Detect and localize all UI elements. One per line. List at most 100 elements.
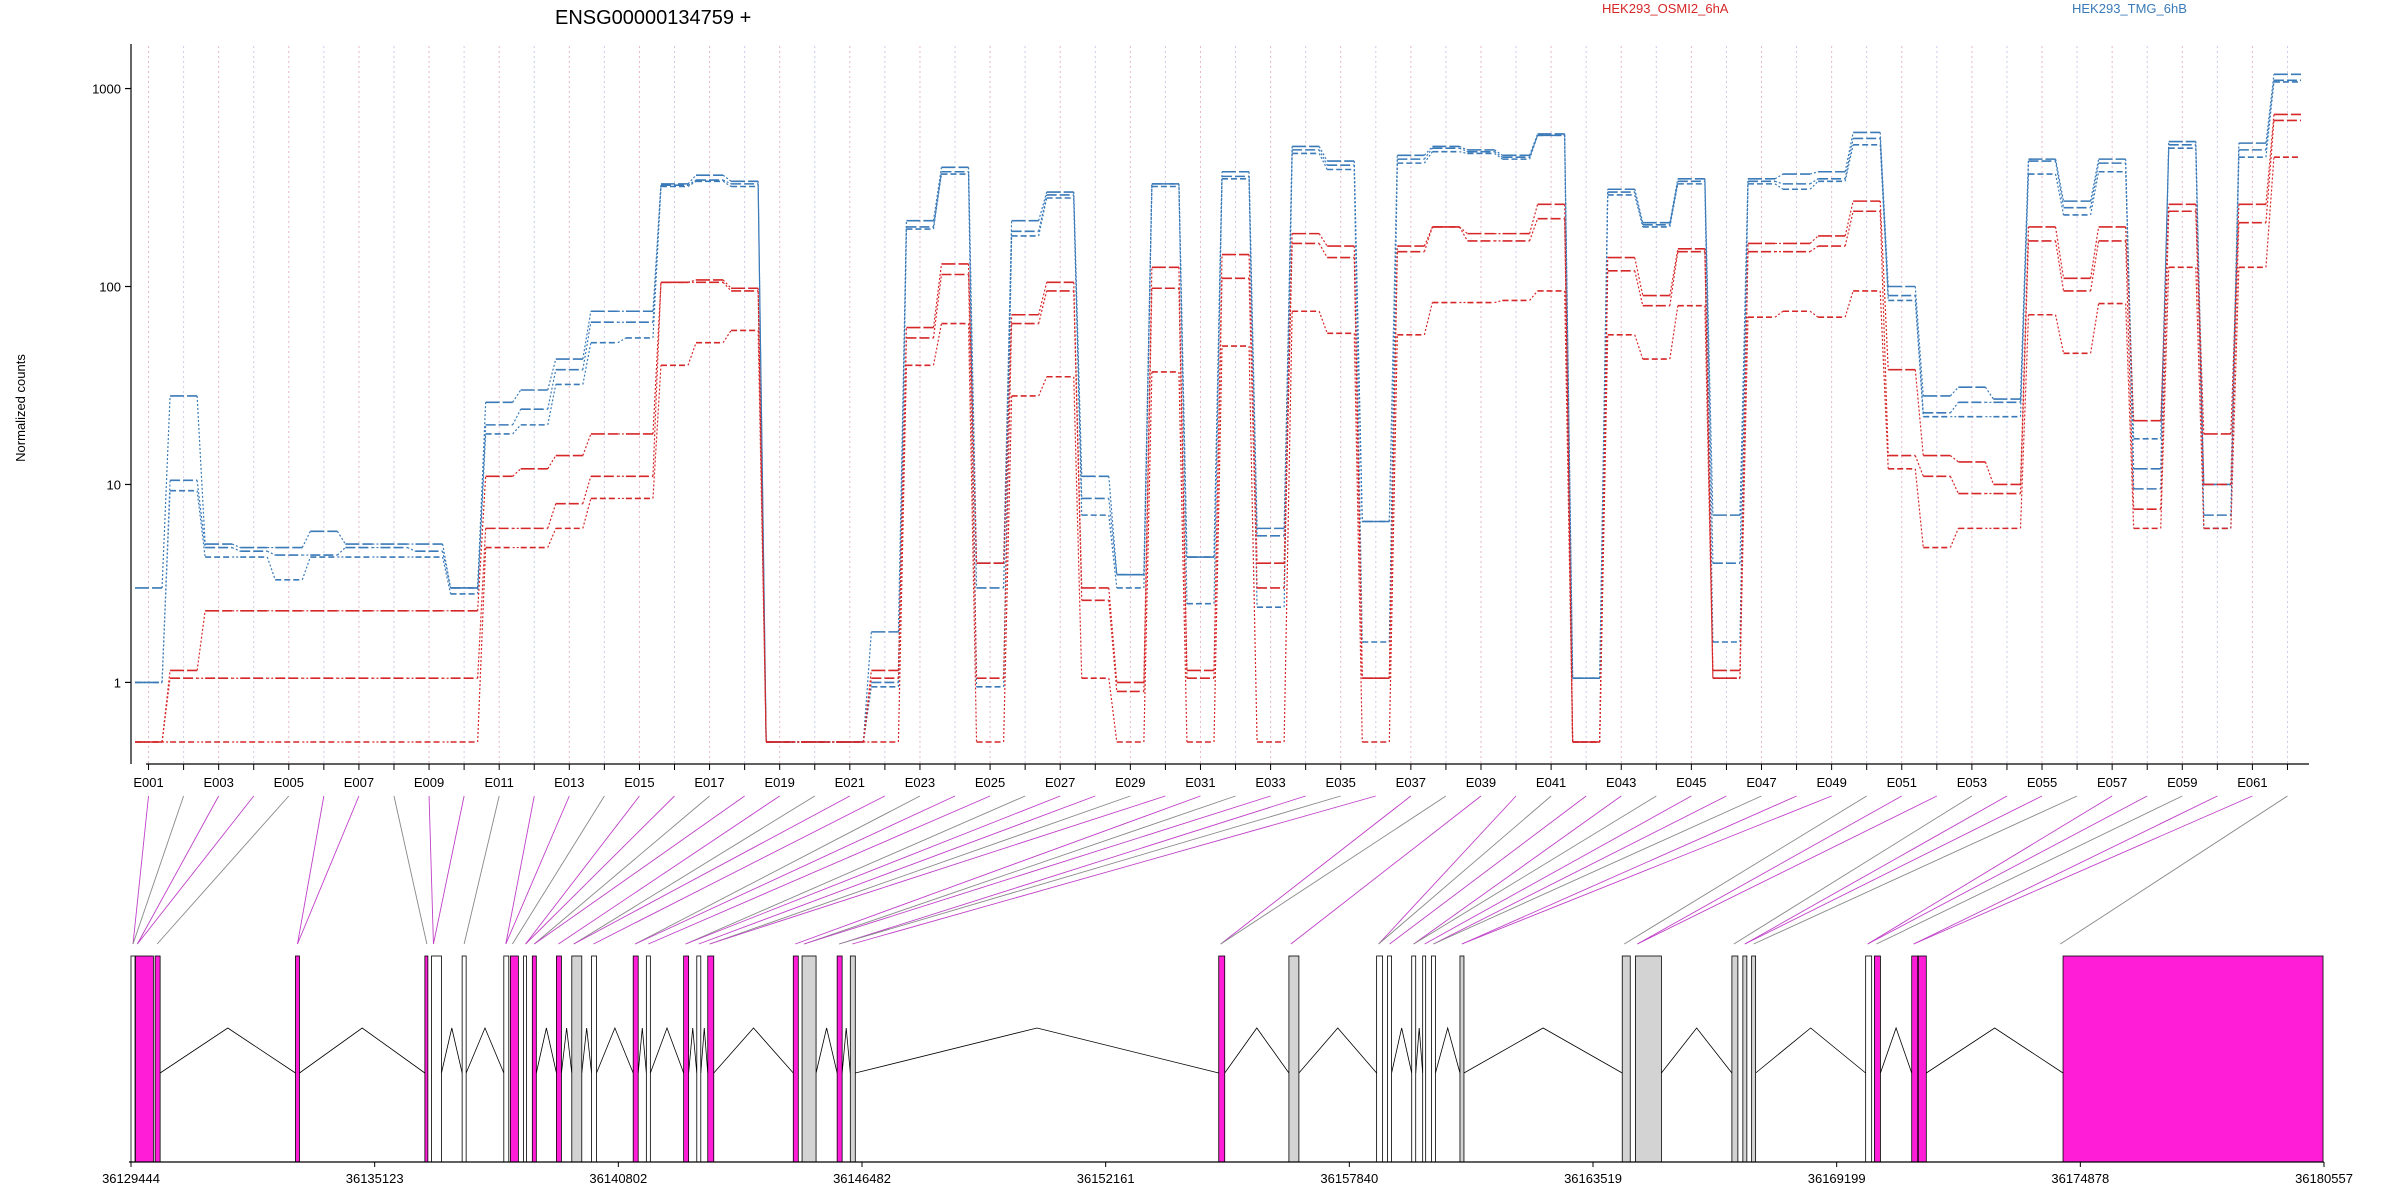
series-3-connector (1143, 267, 1153, 683)
exon-block (1634, 955, 1662, 1163)
series-2-connector (1914, 300, 1924, 417)
exon-connector (852, 795, 1376, 945)
exon-block (571, 955, 583, 1163)
genome-coordinate-label: 36157840 (1320, 1171, 1378, 1186)
x-tick-label: E045 (1676, 775, 1706, 790)
series-5-connector (1318, 311, 1328, 334)
exon-connector (1913, 795, 2218, 945)
series-4-connector (1914, 455, 1924, 477)
series-1-connector (1949, 401, 1959, 414)
series-5-connector (1248, 346, 1258, 743)
series-2-connector (266, 556, 276, 580)
series-0-connector (512, 389, 522, 403)
intron-line (465, 1026, 505, 1074)
series-2-connector (1388, 163, 1398, 643)
series-2-connector (1353, 169, 1363, 643)
series-2-connector (617, 337, 627, 344)
x-tick-label: E059 (2167, 775, 2197, 790)
series-4-connector (897, 337, 908, 679)
exon-block (1459, 955, 1465, 1163)
exon-block (130, 955, 136, 1163)
intron-line (159, 1027, 296, 1074)
exon-connector (1389, 795, 1587, 945)
exon-connector (1744, 795, 2008, 945)
series-2-connector (582, 342, 592, 385)
series-2-connector (441, 556, 452, 595)
intron-line (1391, 1027, 1413, 1074)
series-1-connector (1388, 159, 1398, 522)
exon-block (1742, 955, 1748, 1163)
series-3-connector (2054, 226, 2065, 279)
intron-line (649, 1026, 685, 1074)
series-2-connector (2195, 148, 2205, 529)
series-4-connector (1423, 226, 1433, 252)
series-0-connector (2054, 159, 2065, 202)
series-0-connector (1984, 386, 1994, 400)
exon-connector (839, 795, 1306, 945)
series-5-connector (1879, 290, 1889, 469)
series-5-connector (1774, 310, 1784, 318)
exon-block (792, 955, 799, 1163)
series-3-connector (897, 327, 908, 671)
series-1-connector (722, 179, 732, 185)
series-2-connector (196, 490, 206, 558)
series-2-connector (1879, 144, 1889, 301)
exon-connector (803, 795, 1271, 945)
series-4-connector (862, 678, 872, 743)
intron-line (1926, 1027, 2064, 1074)
series-1-connector (2019, 161, 2030, 403)
x-tick-label: E023 (905, 775, 935, 790)
series-0-connector (1879, 132, 1889, 287)
series-3-connector (1108, 587, 1118, 683)
series-0-connector (932, 167, 943, 221)
x-tick-label: E013 (554, 775, 584, 790)
series-0-connector (1669, 178, 1679, 223)
series-1-connector (687, 179, 697, 186)
genome-coordinate-label: 36174878 (2051, 1171, 2109, 1186)
exon-connector (1637, 795, 1902, 945)
x-tick-label: E027 (1045, 775, 1075, 790)
exon-connector (593, 795, 886, 945)
series-4-connector (2090, 240, 2100, 292)
exon-connector (505, 795, 570, 945)
series-5-connector (1809, 310, 1819, 318)
exon-connector (297, 795, 360, 945)
series-5-connector (582, 498, 592, 529)
x-tick-label: E055 (2027, 775, 2057, 790)
series-0-connector (1459, 145, 1468, 151)
series-2-connector (1038, 197, 1048, 237)
x-tick-label: E061 (2237, 775, 2267, 790)
series-0-connector (1809, 171, 1819, 175)
series-3-connector (1669, 248, 1679, 296)
series-4-connector (967, 274, 978, 679)
series-1-connector (967, 171, 978, 588)
intron-line (1661, 1027, 1733, 1074)
intron-line (299, 1027, 426, 1074)
series-5-connector (1634, 334, 1644, 360)
exon-block (836, 955, 843, 1163)
series-lines (135, 73, 2301, 743)
series-5-connector (757, 330, 767, 743)
series-2 (135, 81, 2301, 743)
genome-coordinate-label: 36135123 (346, 1171, 404, 1186)
series-5-connector (547, 528, 557, 548)
series-4-connector (1318, 243, 1328, 258)
exon-block (849, 955, 856, 1163)
exon-connector (573, 795, 851, 945)
genome-coordinate-label: 36146482 (833, 1171, 891, 1186)
series-5-connector (1038, 376, 1048, 397)
series-2-connector (161, 490, 171, 683)
exon-block (1751, 955, 1757, 1163)
series-5-connector (1564, 290, 1574, 743)
series-0-connector (2090, 159, 2100, 202)
series-4-connector (1388, 251, 1398, 679)
series-2-connector (722, 180, 732, 188)
series-5-connector (1669, 305, 1679, 360)
series-3-connector (196, 610, 206, 671)
series-5-connector (722, 330, 732, 344)
x-tick-label: E047 (1746, 775, 1776, 790)
series-2-connector (652, 186, 662, 338)
series-1-connector (2160, 144, 2170, 489)
exon-block (1422, 955, 1427, 1163)
exon-connector (132, 795, 185, 945)
